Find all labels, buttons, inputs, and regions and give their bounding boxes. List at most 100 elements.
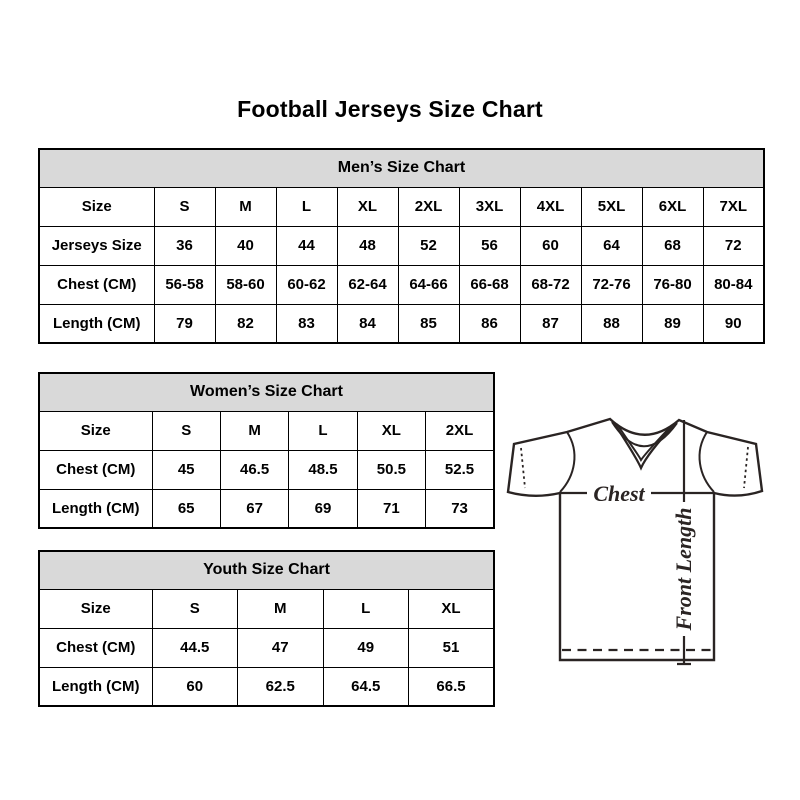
table-cell: 73 [425, 488, 495, 529]
table-row: Length (CM) 60 62.5 64.5 66.5 [38, 666, 495, 707]
table-cell: 47 [237, 627, 324, 668]
table-cell: 45 [151, 449, 221, 490]
table-cell: 2XL [397, 186, 460, 227]
table-cell: 6XL [641, 186, 704, 227]
table-cell: 44 [275, 225, 338, 266]
mens-size-table: Men’s Size Chart Size S M L XL 2XL 3XL 4XL 5XL 6XL… [38, 148, 765, 344]
table-cell: 68-72 [519, 264, 582, 305]
row-header-cell: Jerseys Size [38, 225, 155, 266]
table-cell: 48.5 [288, 449, 358, 490]
table-cell: 46.5 [219, 449, 290, 490]
chest-label-backplate [587, 482, 651, 505]
table-cell: 40 [214, 225, 277, 266]
table-cell: 67 [219, 488, 290, 529]
left-shoulder-seam [559, 431, 576, 493]
left-sleeve-dashed-line [520, 447, 526, 489]
row-header-cell: Length (CM) [38, 303, 155, 344]
row-header-cell: Size [38, 410, 153, 451]
table-cell: S [151, 410, 221, 451]
table-cell: XL [336, 186, 399, 227]
table-cell: 52 [397, 225, 460, 266]
table-cell: 72-76 [580, 264, 643, 305]
table-cell: 90 [702, 303, 765, 344]
table-cell: 69 [288, 488, 358, 529]
table-cell: 56 [458, 225, 521, 266]
right-shoulder-seam [698, 431, 715, 493]
table-row: Length (CM) 79 82 83 84 85 86 87 88 89 90 [38, 303, 765, 344]
table-cell: 86 [458, 303, 521, 344]
table-cell: 2XL [425, 410, 495, 451]
row-header-cell: Length (CM) [38, 488, 153, 529]
table-cell: 49 [322, 627, 409, 668]
table-cell: 66.5 [408, 666, 495, 707]
table-cell: 79 [153, 303, 216, 344]
row-header-cell: Size [38, 588, 153, 629]
right-sleeve-dashed-line [743, 446, 749, 489]
table-cell: 58-60 [214, 264, 277, 305]
front-length-label: Front Length [671, 508, 696, 632]
table-cell: 76-80 [641, 264, 704, 305]
table-cell: M [237, 588, 324, 629]
table-cell: 60 [151, 666, 238, 707]
table-cell: L [275, 186, 338, 227]
table-cell: 83 [275, 303, 338, 344]
table-row: Chest (CM) 56-58 58-60 60-62 62-64 64-66 66-68… [38, 264, 765, 305]
v-neck-inner [616, 423, 673, 462]
table-cell: 60-62 [275, 264, 338, 305]
table-cell: 62.5 [237, 666, 324, 707]
table-cell: 71 [356, 488, 427, 529]
table-cell: 68 [641, 225, 704, 266]
table-cell: 62-64 [336, 264, 399, 305]
table-cell: 44.5 [151, 627, 238, 668]
table-cell: 5XL [580, 186, 643, 227]
jersey-measurement-diagram: Chest Front Length [506, 417, 764, 666]
table-cell: 3XL [458, 186, 521, 227]
table-row: Size S M L XL 2XL [38, 410, 495, 451]
table-row: Chest (CM) 45 46.5 48.5 50.5 52.5 [38, 449, 495, 490]
table-cell: 87 [519, 303, 582, 344]
table-row: Chest (CM) 44.5 47 49 51 [38, 627, 495, 668]
row-header-cell: Size [38, 186, 155, 227]
table-cell: 64 [580, 225, 643, 266]
table-cell: 36 [153, 225, 216, 266]
table-cell: L [322, 588, 409, 629]
table-cell: 88 [580, 303, 643, 344]
table-title: Women’s Size Chart [38, 372, 495, 412]
table-cell: 64.5 [322, 666, 409, 707]
table-cell: 50.5 [356, 449, 427, 490]
row-header-cell: Chest (CM) [38, 264, 155, 305]
table-cell: 4XL [519, 186, 582, 227]
row-header-cell: Chest (CM) [38, 449, 153, 490]
table-cell: 82 [214, 303, 277, 344]
table-row: Size S M L XL 2XL 3XL 4XL 5XL 6XL 7XL [38, 186, 765, 227]
page-title: Football Jerseys Size Chart [237, 96, 543, 122]
table-cell: 66-68 [458, 264, 521, 305]
row-header-cell: Chest (CM) [38, 627, 153, 668]
table-cell: 60 [519, 225, 582, 266]
jersey-outline [506, 417, 764, 662]
womens-size-table: Women’s Size Chart Size S M L XL 2XL Chest (CM)… [38, 372, 495, 529]
table-cell: S [151, 588, 238, 629]
v-neck-outer [613, 422, 676, 471]
chest-label: Chest [593, 481, 645, 506]
table-cell: 80-84 [702, 264, 765, 305]
table-cell: 7XL [702, 186, 765, 227]
table-cell: 84 [336, 303, 399, 344]
table-title: Men’s Size Chart [38, 148, 765, 188]
table-cell: XL [356, 410, 427, 451]
table-cell: XL [408, 588, 495, 629]
table-row: Length (CM) 65 67 69 71 73 [38, 488, 495, 529]
table-cell: 72 [702, 225, 765, 266]
table-cell: 89 [641, 303, 704, 344]
table-row: Jerseys Size 36 40 44 48 52 56 60 64 68 72 [38, 225, 765, 266]
table-cell: M [219, 410, 290, 451]
front-length-label-backplate [672, 502, 696, 636]
table-cell: L [288, 410, 358, 451]
table-cell: 48 [336, 225, 399, 266]
table-cell: 51 [408, 627, 495, 668]
table-title: Youth Size Chart [38, 550, 495, 590]
table-cell: 52.5 [425, 449, 495, 490]
table-cell: M [214, 186, 277, 227]
table-cell: S [153, 186, 216, 227]
